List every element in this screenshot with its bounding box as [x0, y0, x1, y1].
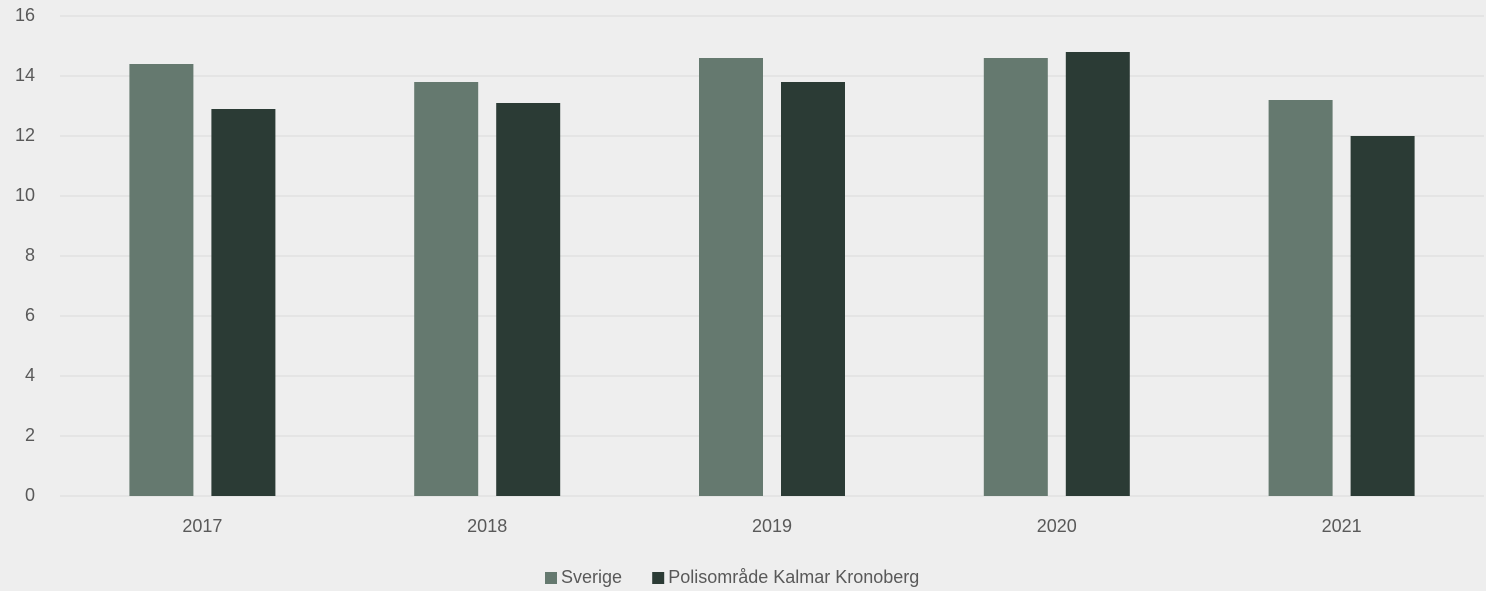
bar: [211, 109, 276, 496]
legend-swatch: [652, 572, 665, 584]
bar: [414, 82, 479, 496]
y-tick-label: 6: [25, 305, 35, 325]
legend-swatch: [545, 572, 557, 584]
y-tick-label: 12: [15, 125, 35, 145]
bar: [1065, 52, 1130, 496]
y-tick-label: 16: [15, 5, 35, 25]
y-tick-label: 4: [25, 365, 35, 385]
bar: [781, 82, 845, 496]
y-tick-label: 14: [15, 65, 35, 85]
y-tick-label: 2: [25, 425, 35, 445]
bar: [129, 64, 194, 496]
y-tick-label: 0: [25, 485, 35, 505]
bar: [496, 103, 561, 496]
bar: [699, 58, 763, 496]
x-tick-label: 2020: [1037, 516, 1077, 536]
legend-label: Sverige: [561, 567, 622, 587]
y-tick-label: 10: [15, 185, 35, 205]
x-tick-label: 2021: [1322, 516, 1362, 536]
legend-label: Polisområde Kalmar Kronoberg: [668, 567, 919, 587]
x-tick-label: 2017: [182, 516, 222, 536]
x-tick-label: 2019: [752, 516, 792, 536]
y-tick-label: 8: [25, 245, 35, 265]
bar: [983, 58, 1048, 496]
x-tick-label: 2018: [467, 516, 507, 536]
bar: [1268, 100, 1333, 496]
bar: [1350, 136, 1415, 496]
